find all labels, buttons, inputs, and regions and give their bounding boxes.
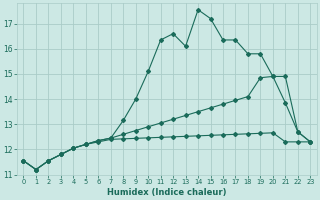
X-axis label: Humidex (Indice chaleur): Humidex (Indice chaleur)	[107, 188, 227, 197]
